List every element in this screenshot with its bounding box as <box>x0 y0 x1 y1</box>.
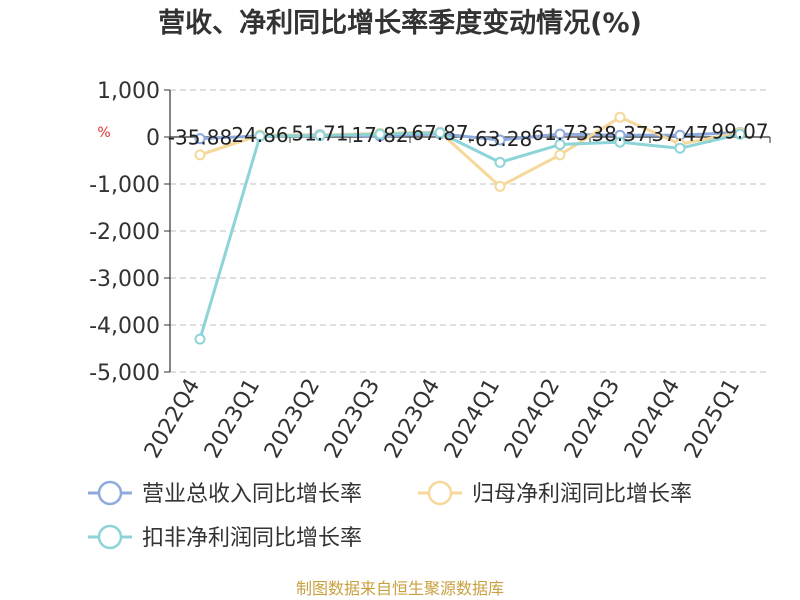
series-point-0 <box>494 134 506 146</box>
y-tick-label: -4,000 <box>89 314 160 339</box>
data-label: 67.87 <box>411 121 468 145</box>
legend-item-1[interactable]: 归母净利润同比增长率 <box>418 480 692 507</box>
source-note: 制图数据来自恒生聚源数据库 <box>296 579 504 598</box>
data-labels: -35.88 24.86 51.71 17.82 67.87 -63.28 61.73 38.… <box>168 119 769 151</box>
y-tick-label: 0 <box>146 126 160 151</box>
legend-item-2[interactable]: 扣非净利润同比增长率 <box>88 524 362 551</box>
y-tick-label: -5,000 <box>89 361 160 386</box>
legend-swatch-marker <box>427 480 453 506</box>
series-point-2 <box>494 156 506 168</box>
series-point-0 <box>194 133 206 145</box>
series-point-1 <box>614 111 626 123</box>
chart-title: 营收、净利同比增长率季度变动情况(%) <box>158 7 642 39</box>
x-tick-label: 2025Q1 <box>680 375 745 463</box>
series-point-2 <box>554 139 566 151</box>
x-tick-label: 2023Q4 <box>380 375 445 463</box>
series-point-2 <box>734 128 746 140</box>
x-tick-label: 2024Q4 <box>620 375 685 463</box>
series-point-2 <box>254 130 266 142</box>
series-point-1 <box>194 149 206 161</box>
legend-label: 营业总收入同比增长率 <box>142 482 362 507</box>
legend-swatch-marker <box>97 524 123 550</box>
x-tick-label: 2024Q2 <box>500 375 565 463</box>
series-point-2 <box>194 333 206 345</box>
y-axis-unit: % <box>97 125 110 141</box>
data-label: -63.28 <box>468 127 532 151</box>
data-label: 51.71 <box>291 122 348 146</box>
series-point-2 <box>674 142 686 154</box>
data-label: 17.82 <box>351 123 408 147</box>
data-label: 99.07 <box>711 119 768 143</box>
y-tick-label: 1,000 <box>97 79 160 104</box>
x-tick-label: 2023Q2 <box>260 375 325 463</box>
legend-swatch-marker <box>97 480 123 506</box>
series-point-2 <box>434 127 446 139</box>
x-tick-label: 2024Q3 <box>560 375 625 463</box>
series-point-0 <box>554 128 566 140</box>
legend-label: 扣非净利润同比增长率 <box>142 526 362 551</box>
series-point-2 <box>374 128 386 140</box>
series-lines <box>194 111 746 345</box>
series-line-2 <box>198 131 741 340</box>
x-tick-label: 2024Q1 <box>440 375 505 463</box>
legend-label: 归母净利润同比增长率 <box>472 482 692 507</box>
x-tick-label: 2023Q3 <box>320 375 385 463</box>
data-label: 38.37 <box>591 122 648 146</box>
grid-lines <box>170 89 770 373</box>
x-tick-label: 2023Q1 <box>200 375 265 463</box>
y-tick-label: -1,000 <box>89 173 160 198</box>
legend-item-0[interactable]: 营业总收入同比增长率 <box>88 480 362 507</box>
series-point-1 <box>554 149 566 161</box>
x-tick-label: 2022Q4 <box>140 375 205 463</box>
data-label: 24.86 <box>231 123 288 147</box>
y-tick-label: -2,000 <box>89 220 160 245</box>
data-label: 61.73 <box>531 121 588 145</box>
series-point-2 <box>614 136 626 148</box>
y-tick-label: -3,000 <box>89 267 160 292</box>
data-label: 37.47 <box>651 122 708 146</box>
series-point-1 <box>494 180 506 192</box>
series-point-2 <box>314 130 326 142</box>
data-label: -35.88 <box>168 126 232 150</box>
